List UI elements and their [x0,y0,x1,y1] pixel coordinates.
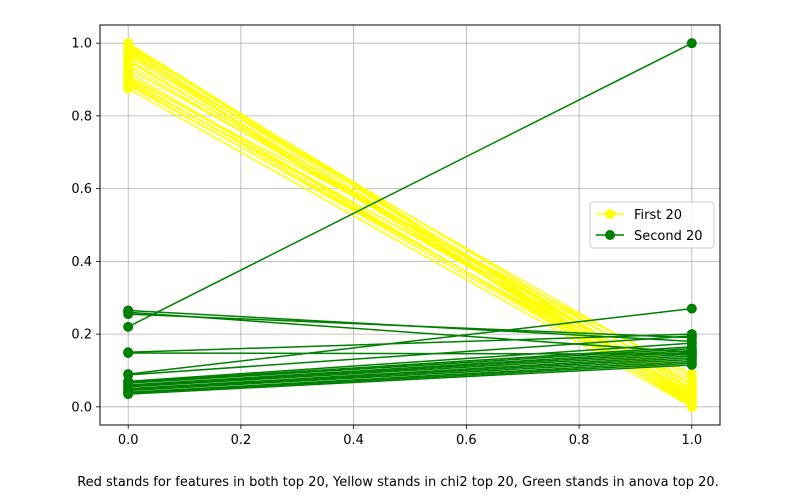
series-line [128,355,692,390]
data-point [686,401,697,412]
axes-frame [99,24,721,426]
legend: First 20 Second 20 [589,201,715,249]
data-point [686,303,697,314]
data-point [686,330,697,341]
series-line [128,349,692,386]
data-point [686,369,697,380]
legend-label-second-20: Second 20 [634,229,703,244]
data-point [686,380,697,390]
x-tick-label: 0.6 [456,433,477,448]
series-line [128,356,692,391]
series-line [128,335,692,376]
data-point [686,390,697,401]
series-line [127,42,693,328]
series-line [128,313,692,339]
y-tick-label: 0.0 [71,400,92,415]
figure-caption: Red stands for features in both top 20, … [77,475,719,490]
legend-label-first-20: First 20 [634,208,682,223]
y-tick-label: 0.2 [71,328,92,343]
series-line [128,347,692,384]
y-tick-label: 1.0 [71,37,92,52]
x-tick-label: 0.2 [231,433,252,448]
x-tick-label: 0.4 [343,433,364,448]
series-line [128,364,692,395]
series-line [127,53,693,379]
series-line [128,351,692,387]
legend-marker-second-20 [605,230,615,240]
data-point [123,348,134,358]
series-line [128,346,692,383]
data-point [686,360,697,370]
series-line [128,360,692,394]
series-line [128,333,692,354]
series-line [127,67,693,383]
y-tick-label: 0.4 [71,255,92,270]
series-layer [123,38,697,412]
series-line [128,307,692,375]
legend-marker-first-20 [605,209,615,219]
x-tick-label: 0.0 [118,433,139,448]
axis-ticks: 0.0 0.2 0.4 0.6 0.8 1.0 0.0 0.2 0.4 0.6 0.8 1.0 [71,37,702,448]
series-21 [123,38,697,332]
series-line [127,75,693,393]
series-40 [123,360,697,400]
data-point [123,83,134,94]
series-line [128,311,692,354]
data-point [123,389,134,400]
series-line [128,342,692,383]
series-line [127,84,693,397]
y-tick-label: 0.6 [71,182,92,197]
y-tick-label: 0.8 [71,109,92,124]
x-tick-label: 1.0 [681,433,702,448]
series-line [127,77,693,375]
series-line [128,358,692,392]
data-point [123,309,134,320]
series-line [127,55,693,399]
data-point [686,38,697,49]
grid-lines [100,25,720,425]
series-line [128,353,692,388]
data-point [123,321,134,332]
series-line [128,362,692,394]
x-tick-label: 0.8 [569,433,590,448]
